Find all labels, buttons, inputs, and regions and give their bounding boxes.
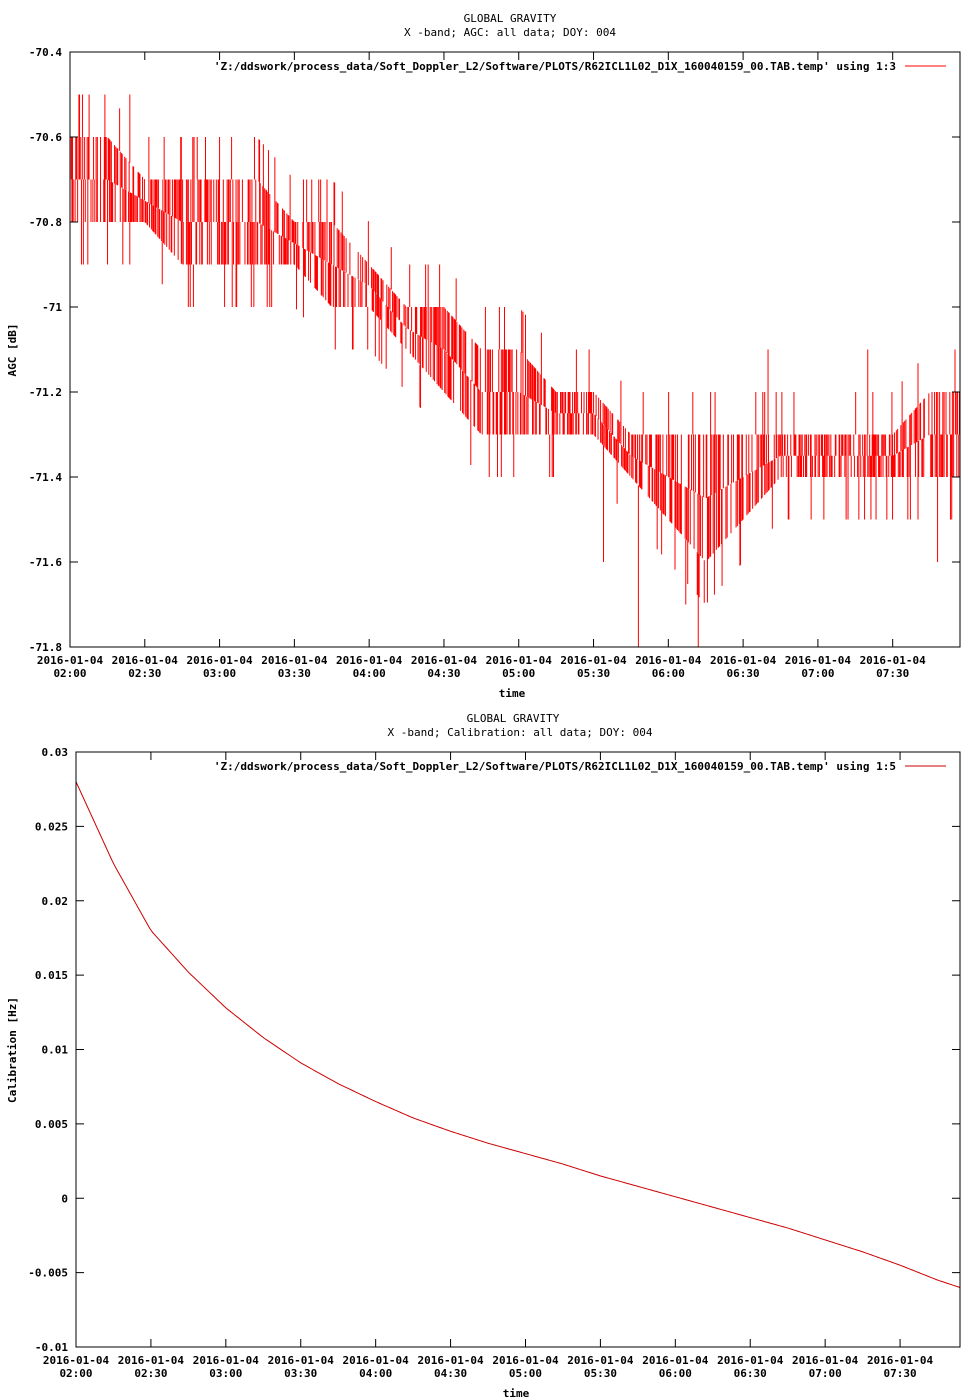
chart2-title: GLOBAL GRAVITY	[467, 712, 560, 725]
c1-ytick-label: -71	[42, 301, 62, 314]
chart2-legend-label: 'Z:/ddswork/process_data/Soft_Doppler_L2…	[214, 760, 896, 773]
c2-ytick-label: 0.025	[35, 820, 68, 833]
chart1-title: GLOBAL GRAVITY	[464, 12, 557, 25]
c2-xtick-date: 2016-01-04	[792, 1354, 859, 1367]
c2-xtick-date: 2016-01-04	[43, 1354, 110, 1367]
c2-xtick-date: 2016-01-04	[867, 1354, 934, 1367]
c1-xtick-date: 2016-01-04	[336, 654, 403, 667]
c2-xtick-time: 04:00	[359, 1367, 392, 1380]
c2-xtick-time: 02:30	[134, 1367, 167, 1380]
c1-xtick-date: 2016-01-04	[860, 654, 927, 667]
c1-xtick-date: 2016-01-04	[560, 654, 627, 667]
c2-xtick-date: 2016-01-04	[417, 1354, 484, 1367]
chart2-series-line	[75, 781, 961, 1288]
c1-xtick-time: 05:00	[502, 667, 535, 680]
c2-xtick-date: 2016-01-04	[268, 1354, 335, 1367]
chart1-series	[70, 94, 960, 647]
c2-xtick-date: 2016-01-04	[642, 1354, 709, 1367]
c2-xtick-time: 06:30	[734, 1367, 767, 1380]
c1-xtick-time: 03:00	[203, 667, 236, 680]
c1-xtick-date: 2016-01-04	[411, 654, 478, 667]
c1-xtick-time: 04:00	[353, 667, 386, 680]
chart1-series-line	[70, 94, 960, 647]
c2-ytick-label: -0.005	[28, 1267, 68, 1280]
c1-xtick-date: 2016-01-04	[710, 654, 777, 667]
c2-xtick-date: 2016-01-04	[193, 1354, 260, 1367]
chart2-xlabel: time	[503, 1387, 530, 1400]
calibration-chart: GLOBAL GRAVITY X -band; Calibration: all…	[6, 712, 961, 1400]
c1-xtick-time: 06:00	[652, 667, 685, 680]
c2-ytick-label: -0.01	[35, 1341, 68, 1354]
chart2-ylabel: Calibration [Hz]	[6, 997, 19, 1103]
c1-xtick-date: 2016-01-04	[186, 654, 253, 667]
c1-xtick-time: 04:30	[427, 667, 460, 680]
c2-xtick-date: 2016-01-04	[343, 1354, 410, 1367]
c2-ytick-label: 0.015	[35, 969, 68, 982]
chart2-subtitle: X -band; Calibration: all data; DOY: 004	[388, 726, 653, 739]
c1-xtick-date: 2016-01-04	[486, 654, 553, 667]
c1-xtick-time: 05:30	[577, 667, 610, 680]
c1-ytick-label: -70.4	[29, 46, 62, 59]
c2-xtick-time: 07:30	[884, 1367, 917, 1380]
c2-xtick-date: 2016-01-04	[118, 1354, 185, 1367]
c2-xtick-time: 04:30	[434, 1367, 467, 1380]
c2-xtick-time: 03:30	[284, 1367, 317, 1380]
c2-ytick-label: 0.03	[42, 746, 69, 759]
chart2-plot-frame	[75, 751, 961, 1348]
c1-ytick-label: -71.2	[29, 386, 62, 399]
chart1-legend-label: 'Z:/ddswork/process_data/Soft_Doppler_L2…	[214, 60, 896, 73]
c2-xtick-date: 2016-01-04	[717, 1354, 784, 1367]
chart1-plot-frame	[69, 51, 961, 648]
c2-xtick-time: 05:30	[584, 1367, 617, 1380]
c1-xtick-time: 07:00	[801, 667, 834, 680]
c2-ytick-label: 0.02	[42, 895, 69, 908]
agc-chart: GLOBAL GRAVITY X -band; AGC: all data; D…	[6, 12, 961, 700]
chart1-subtitle: X -band; AGC: all data; DOY: 004	[404, 26, 616, 39]
c2-xtick-date: 2016-01-04	[567, 1354, 634, 1367]
c2-xtick-date: 2016-01-04	[492, 1354, 559, 1367]
c1-ytick-label: -70.6	[29, 131, 62, 144]
chart1-xlabel: time	[499, 687, 526, 700]
c2-ytick-label: 0.005	[35, 1118, 68, 1131]
c2-xtick-time: 05:00	[509, 1367, 542, 1380]
c2-xtick-time: 03:00	[209, 1367, 242, 1380]
chart1-ylabel: AGC [dB]	[6, 324, 19, 377]
c1-xtick-time: 07:30	[876, 667, 909, 680]
chart2-series	[75, 781, 961, 1288]
c1-ytick-label: -70.8	[29, 216, 62, 229]
c2-xtick-time: 06:00	[659, 1367, 692, 1380]
c1-xtick-time: 02:30	[128, 667, 161, 680]
c1-xtick-date: 2016-01-04	[261, 654, 328, 667]
c1-ytick-label: -71.8	[29, 641, 62, 654]
c2-ytick-label: 0.01	[42, 1044, 69, 1057]
c1-xtick-date: 2016-01-04	[785, 654, 852, 667]
c2-ytick-label: 0	[61, 1192, 68, 1205]
c1-xtick-date: 2016-01-04	[112, 654, 179, 667]
c1-xtick-time: 02:00	[53, 667, 86, 680]
c1-xtick-time: 03:30	[278, 667, 311, 680]
c1-ytick-label: -71.6	[29, 556, 62, 569]
c1-xtick-date: 2016-01-04	[37, 654, 104, 667]
c1-xtick-time: 06:30	[727, 667, 760, 680]
c2-xtick-time: 07:00	[809, 1367, 842, 1380]
c1-xtick-date: 2016-01-04	[635, 654, 702, 667]
c2-xtick-time: 02:00	[59, 1367, 92, 1380]
c1-ytick-label: -71.4	[29, 471, 62, 484]
